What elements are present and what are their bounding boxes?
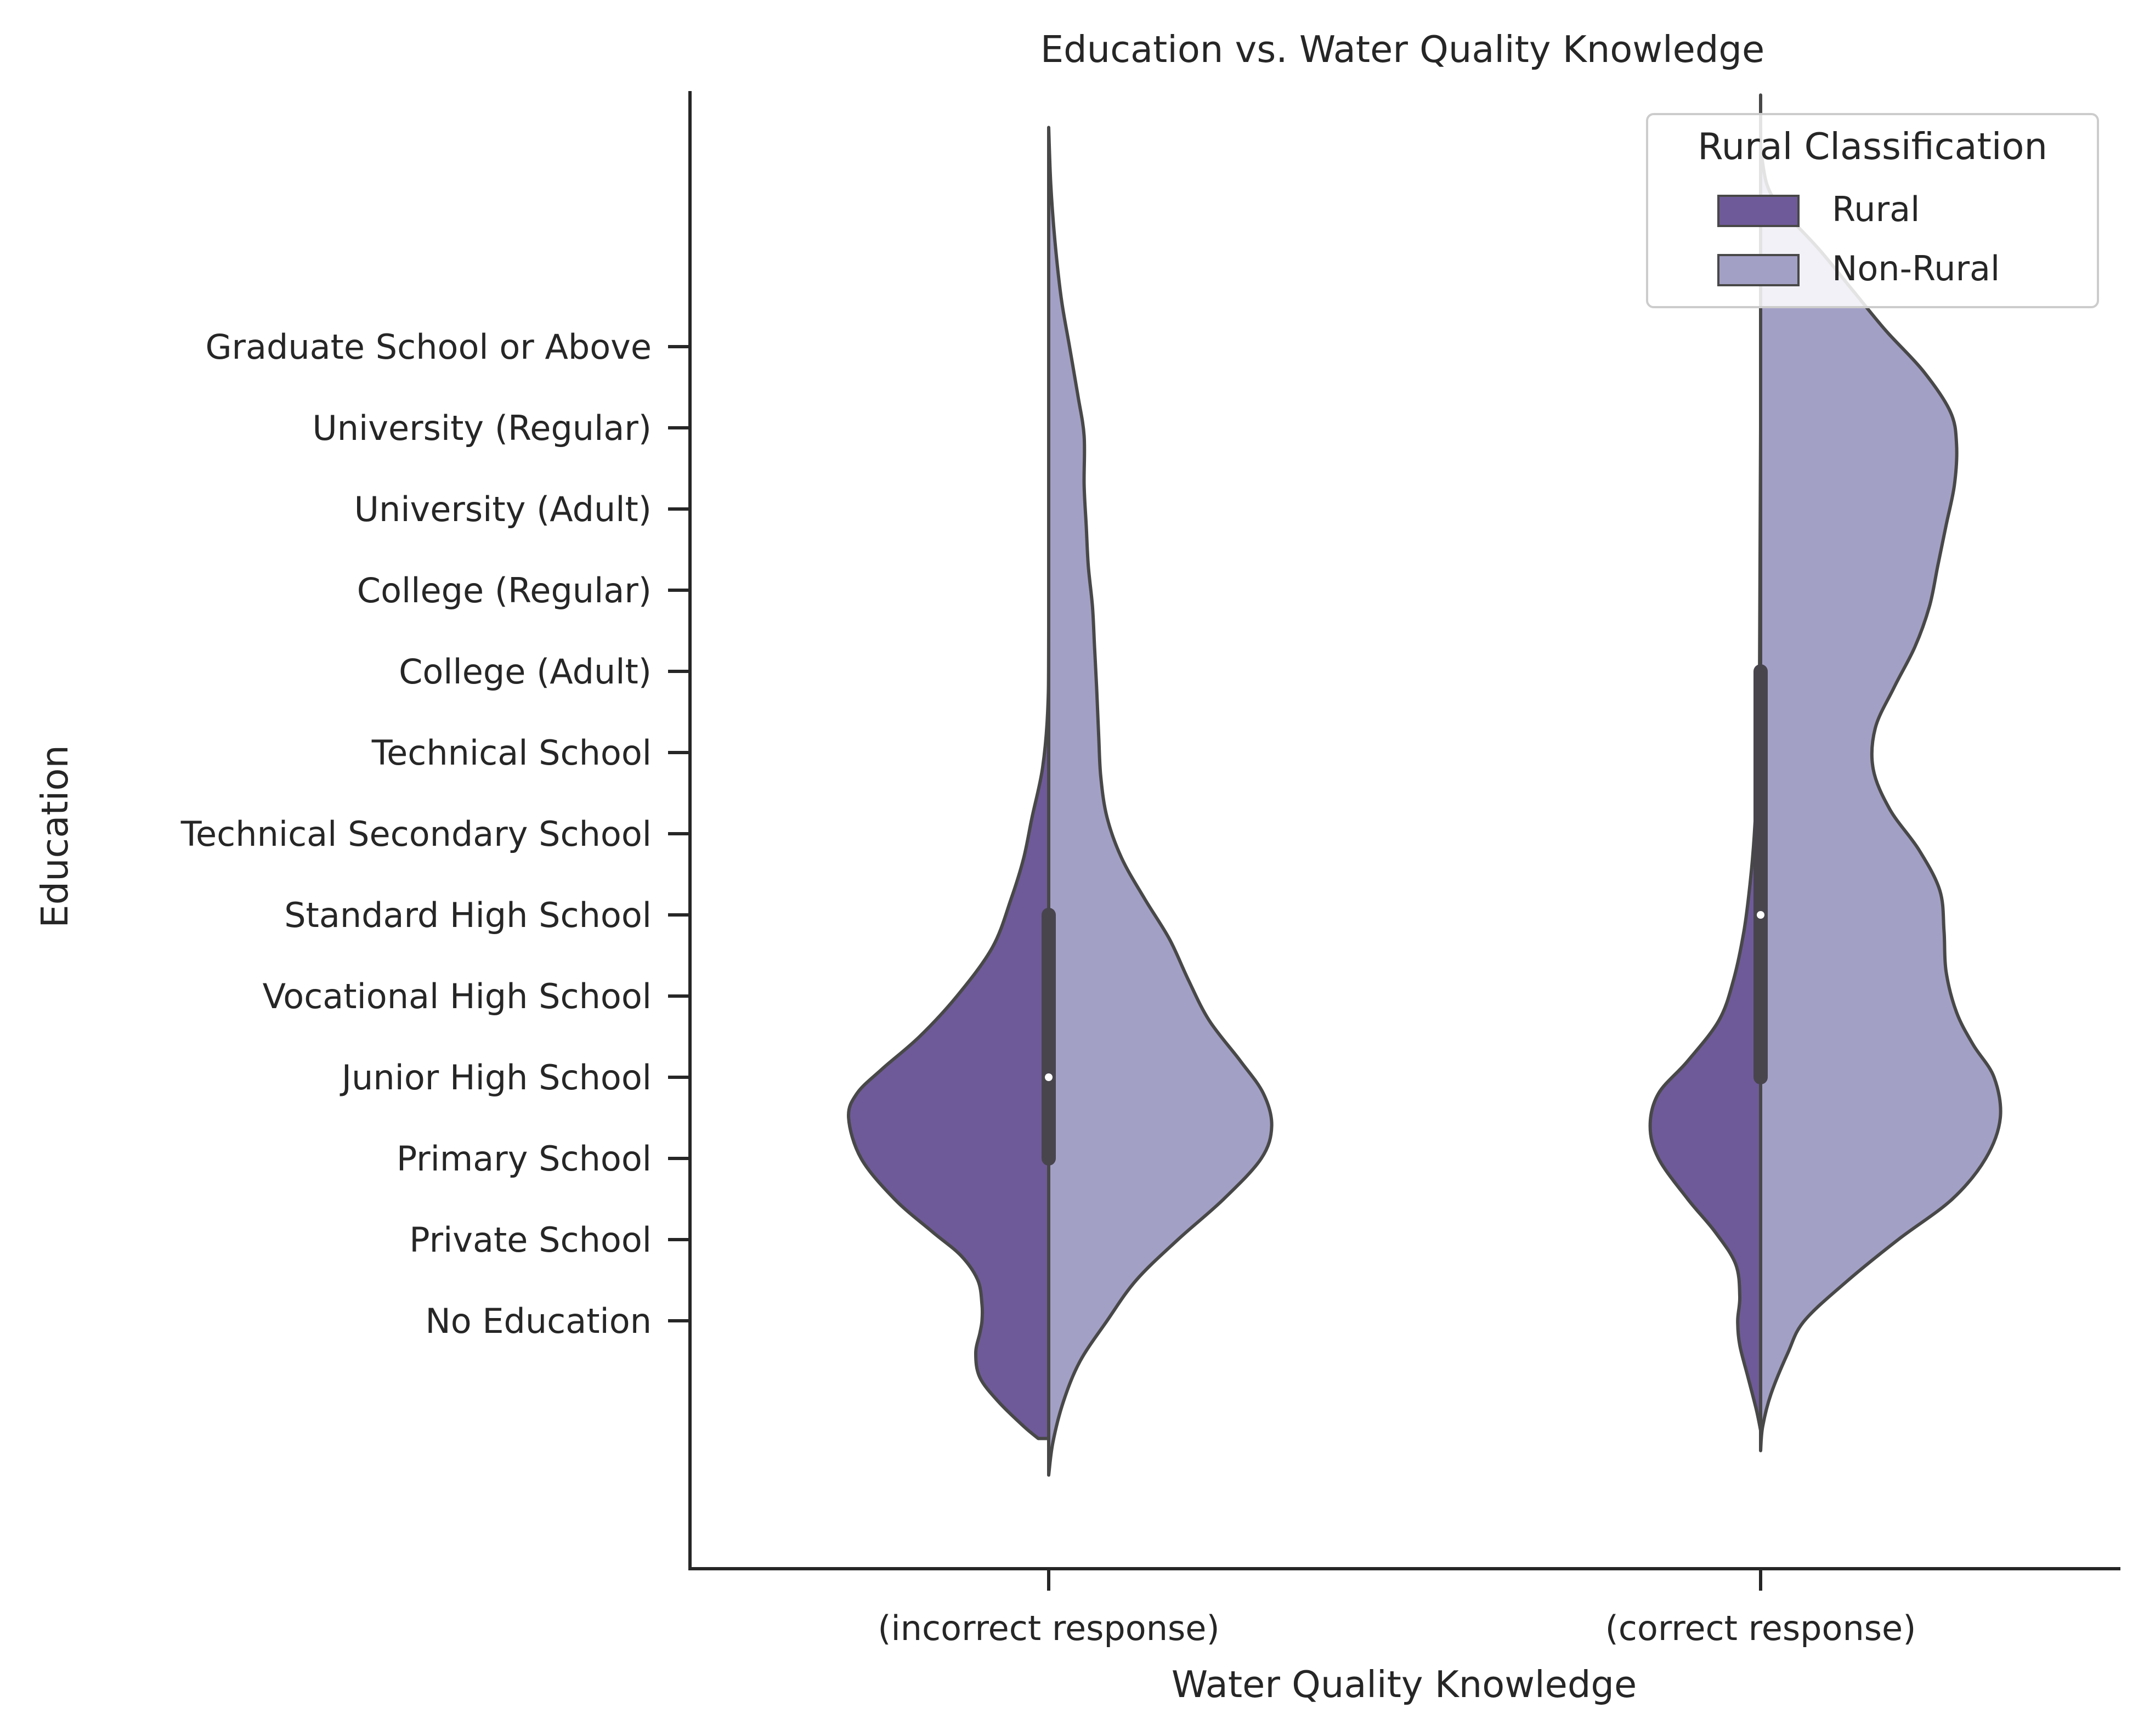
y-tick-label: College (Adult) — [399, 652, 652, 692]
legend: Rural Classification Rural Non-Rural — [1646, 113, 2099, 308]
x-tick-group: (incorrect response) (correct response) — [878, 1570, 1916, 1648]
inner-box-group — [1042, 664, 1768, 1166]
x-tick-label: (correct response) — [1605, 1608, 1916, 1648]
y-tick-label: Private School — [409, 1220, 652, 1260]
legend-swatch-rural — [1717, 195, 1800, 227]
violin-non-rural-correct — [1759, 146, 2002, 1452]
violin-group — [847, 93, 2002, 1477]
y-axis-label: Education — [33, 745, 76, 928]
violin-rural-incorrect — [847, 377, 1051, 1440]
median-marker-incorrect — [1045, 1073, 1053, 1081]
x-axis-label: Water Quality Knowledge — [1172, 1663, 1637, 1706]
y-tick-group: No Education Private School Primary School… — [180, 327, 688, 1341]
y-tick-label: Primary School — [397, 1139, 652, 1179]
y-tick-label: University (Regular) — [312, 408, 652, 448]
y-tick-label: Graduate School or Above — [205, 327, 652, 367]
y-tick-label: Technical School — [371, 733, 652, 773]
chart-title: Education vs. Water Quality Knowledge — [1040, 28, 1764, 71]
legend-label-rural: Rural — [1832, 189, 1920, 229]
violin-non-rural-incorrect — [1047, 126, 1274, 1477]
median-marker-correct — [1757, 911, 1764, 919]
x-tick-label: (incorrect response) — [878, 1608, 1219, 1648]
y-tick-label: Standard High School — [284, 895, 652, 935]
legend-swatch-non-rural — [1717, 254, 1800, 286]
y-tick-label: University (Adult) — [354, 489, 652, 529]
y-tick-label: Technical Secondary School — [180, 814, 652, 854]
legend-label-non-rural: Non-Rural — [1832, 248, 2000, 289]
y-tick-label: College (Regular) — [357, 570, 652, 610]
y-tick-label: No Education — [425, 1301, 652, 1341]
y-tick-label: Junior High School — [340, 1058, 652, 1098]
legend-title: Rural Classification — [1698, 125, 2047, 168]
y-tick-label: Vocational High School — [263, 976, 652, 1016]
